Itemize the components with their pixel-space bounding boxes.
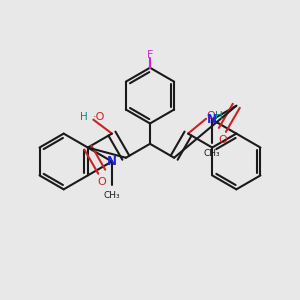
Text: H: H — [215, 111, 222, 121]
Text: F: F — [147, 50, 153, 60]
Text: CH₃: CH₃ — [103, 191, 120, 200]
Text: N: N — [107, 155, 117, 168]
Text: H: H — [80, 112, 88, 122]
Text: O: O — [218, 135, 227, 146]
Text: CH₃: CH₃ — [204, 149, 220, 158]
Text: N: N — [207, 113, 217, 126]
Text: O: O — [207, 111, 215, 121]
Text: O: O — [98, 177, 106, 187]
Text: ·O: ·O — [93, 112, 105, 122]
